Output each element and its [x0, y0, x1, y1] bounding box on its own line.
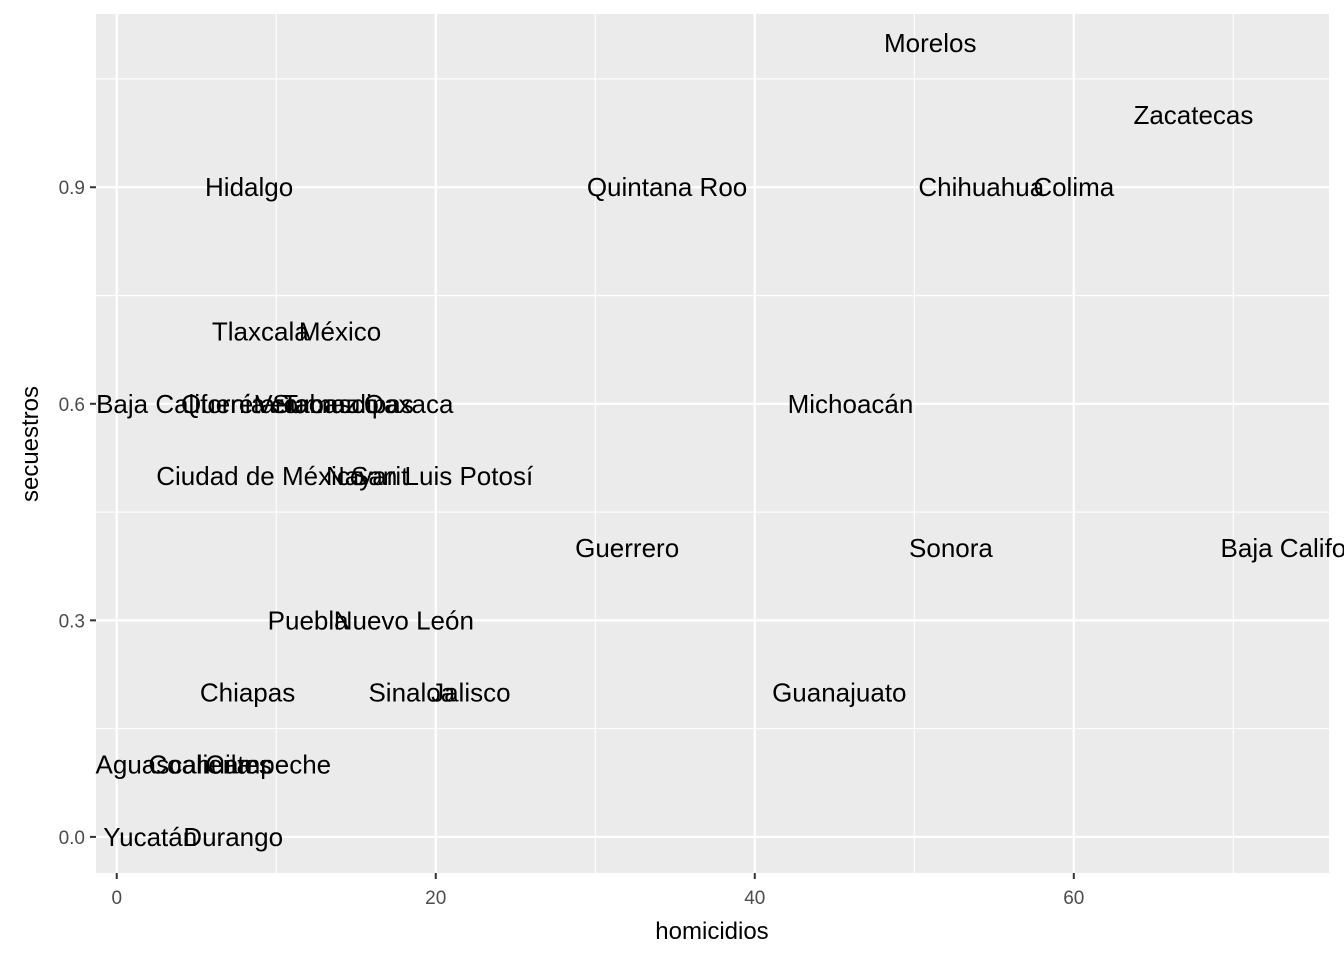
point-label: Puebla: [268, 605, 349, 635]
y-tick-label: 0.9: [59, 178, 85, 199]
point-label: Colima: [1033, 172, 1114, 202]
point-label: Durango: [183, 822, 283, 852]
y-tick-label: 0.3: [59, 611, 85, 632]
x-tick-label: 20: [425, 888, 446, 909]
grid-major: [96, 14, 1329, 873]
y-axis: 0.0 0.3 0.6 0.9: [59, 178, 96, 849]
x-axis-title: homicidios: [655, 918, 768, 945]
x-tick-label: 60: [1063, 888, 1084, 909]
point-label: Coahuila: [148, 750, 251, 780]
y-axis-title: secuestros: [17, 386, 44, 502]
grid-minor: [96, 14, 1329, 873]
point-label: Guanajuato: [772, 678, 906, 708]
point-label: Oaxaca: [364, 389, 454, 419]
point-label: Veracruz: [255, 389, 358, 419]
x-tick-label: 40: [744, 888, 765, 909]
point-label: Chiapas: [200, 678, 295, 708]
point-label: Morelos: [884, 28, 976, 58]
point-label: Tabasco: [282, 389, 379, 419]
y-tick-label: 0.6: [59, 395, 85, 416]
point-label: Querétaro: [181, 389, 298, 419]
x-tick-label: 0: [111, 888, 122, 909]
point-label: San Luis Potosí: [351, 461, 534, 491]
point-label: Baja California Sur: [96, 389, 313, 419]
point-label: Jalisco: [431, 678, 510, 708]
point-label: Ciudad de México: [156, 461, 364, 491]
point-label: Tlaxcala: [212, 317, 309, 347]
point-labels: Morelos Zacatecas Hidalgo Quintana Roo Chihu…: [96, 28, 1344, 852]
plot-panel: [96, 14, 1329, 873]
y-tick-label: 0.0: [59, 828, 85, 849]
point-label: Campeche: [205, 750, 331, 780]
point-label: Chihuahua: [918, 172, 1044, 202]
point-label: Zacatecas: [1133, 100, 1253, 130]
point-label: Yucatán: [103, 822, 197, 852]
point-label: México: [299, 317, 381, 347]
point-label: Quintana Roo: [587, 172, 747, 202]
point-label: Nuevo León: [334, 605, 474, 635]
point-label: Aguascalientes: [96, 750, 272, 780]
point-label: Nayarit: [326, 461, 409, 491]
point-label: Hidalgo: [205, 172, 293, 202]
point-label: Michoacán: [788, 389, 914, 419]
point-label: Guerrero: [575, 533, 679, 563]
point-label: Baja California: [1221, 533, 1344, 563]
x-axis: 0 20 40 60: [111, 873, 1084, 909]
point-label: Tamaulipas: [282, 389, 414, 419]
point-label: Sinaloa: [368, 678, 455, 708]
point-label: Sonora: [909, 533, 993, 563]
